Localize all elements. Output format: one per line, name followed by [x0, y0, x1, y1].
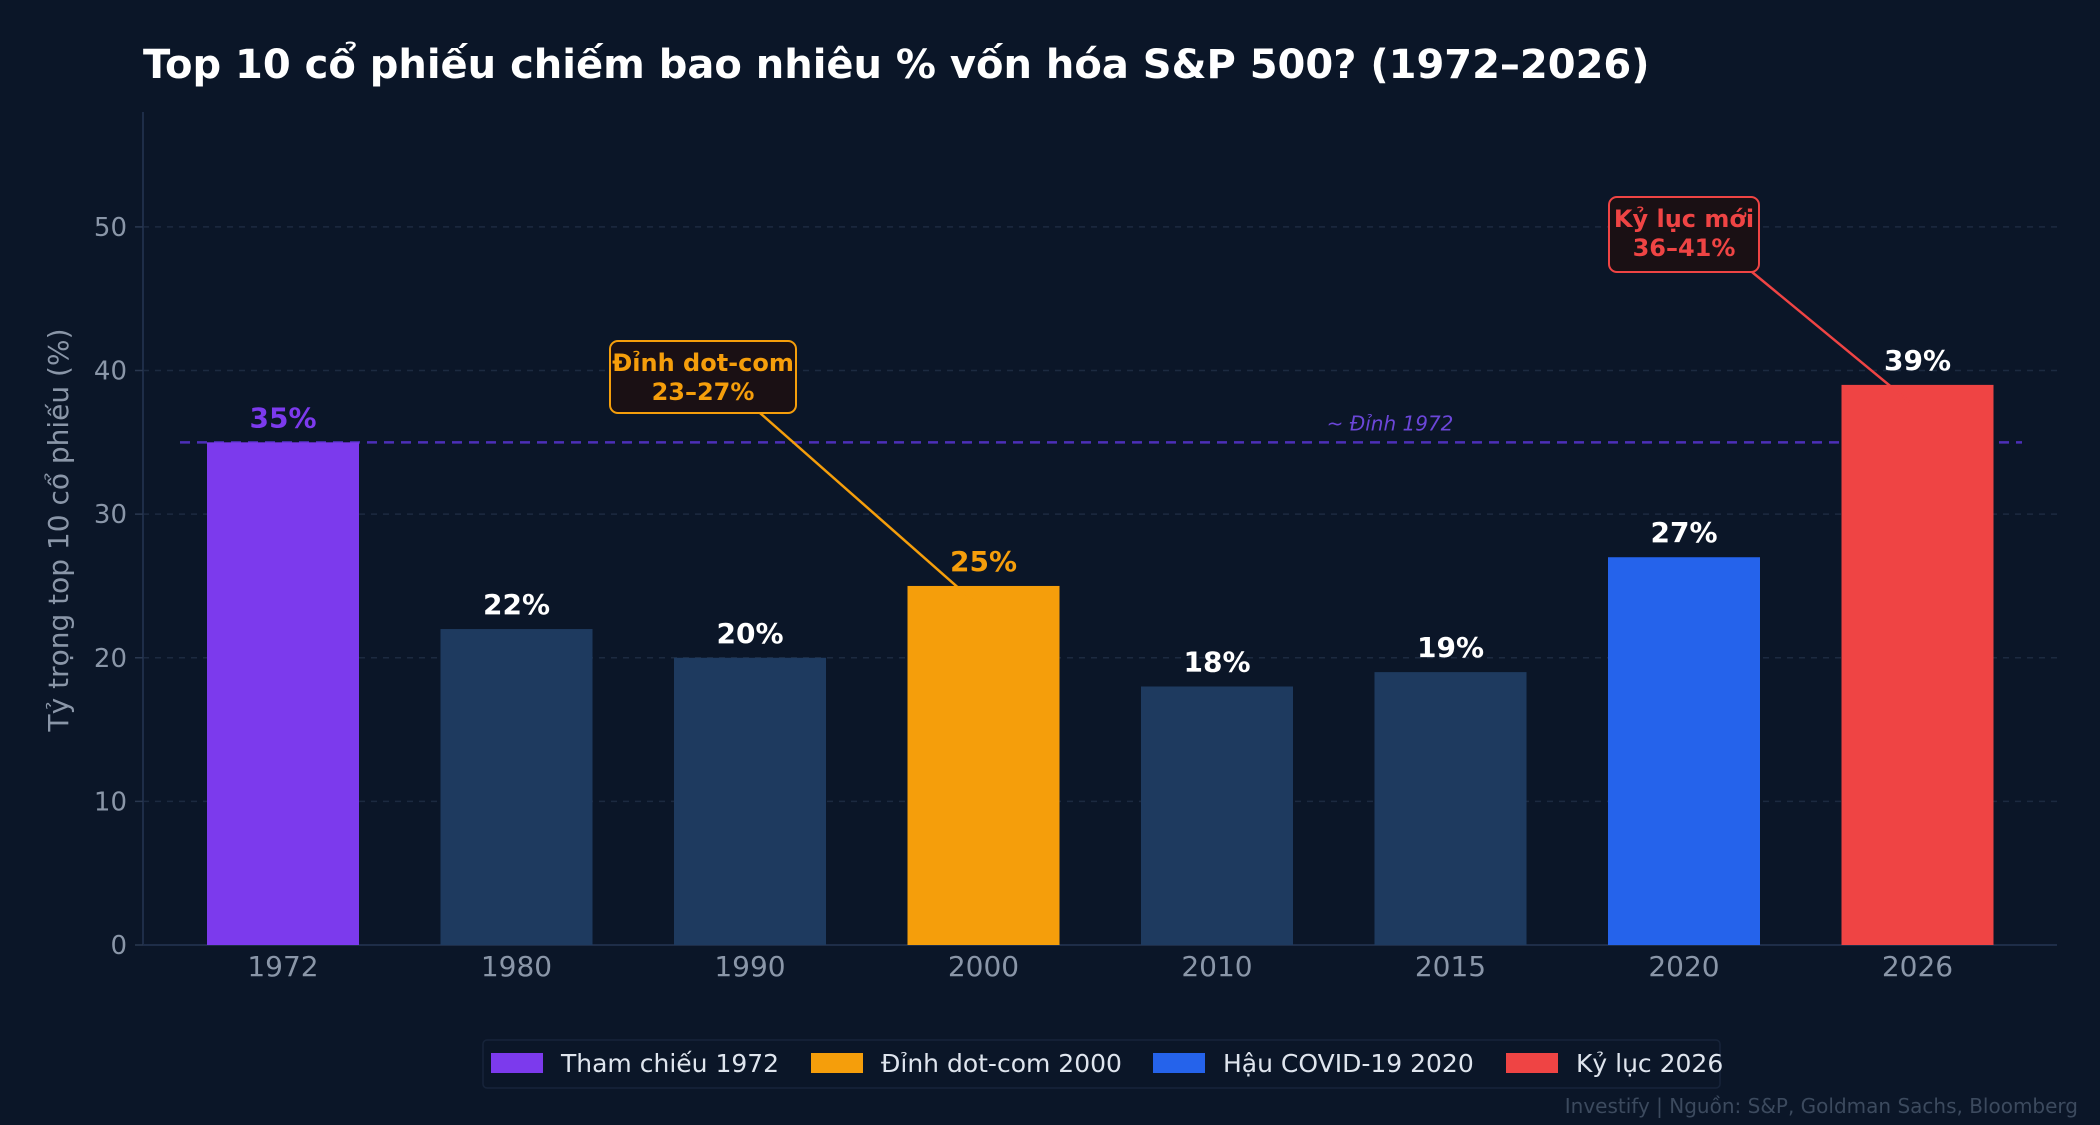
annotation-arrow [759, 412, 977, 604]
value-labels: 35% 22% 20% 25% 18% 19% 27% 39% [249, 344, 1951, 679]
annotation-box [609, 340, 797, 414]
y-tick-label: 10 [94, 787, 127, 817]
bar-2026 [1841, 384, 1994, 946]
value-label-1980: 22% [483, 588, 550, 621]
y-axis-label: Tỷ trọng top 10 cổ phiếu (%) [42, 329, 75, 733]
annotation-text: 23–27% [652, 378, 755, 406]
y-tick-label: 30 [94, 500, 127, 530]
legend-label: Kỷ lục 2026 [1576, 1049, 1723, 1078]
value-label-2026: 39% [1884, 344, 1951, 377]
y-tick-label: 40 [94, 357, 127, 387]
value-label-2010: 18% [1183, 645, 1250, 678]
x-tick-label: 1972 [247, 950, 318, 983]
legend: Tham chiếu 1972 Đỉnh dot-com 2000 Hậu COVI… [482, 1039, 1723, 1089]
bar-2015 [1374, 672, 1527, 945]
y-tick-label: 0 [110, 931, 127, 961]
x-tick-label: 2026 [1882, 950, 1953, 983]
x-tick-label: 1990 [714, 950, 785, 983]
value-label-2015: 19% [1417, 631, 1484, 664]
x-tick-label: 2020 [1648, 950, 1719, 983]
source-note: Investify | Nguồn: S&P, Goldman Sachs, B… [1565, 1094, 2078, 1118]
legend-swatch [491, 1053, 543, 1073]
gridlines [143, 226, 2057, 803]
legend-label: Tham chiếu 1972 [560, 1049, 779, 1078]
bar-2020 [1608, 557, 1760, 945]
bar-1990 [674, 657, 826, 945]
x-tick-label: 2000 [948, 950, 1019, 983]
value-label-2000: 25% [950, 545, 1017, 578]
legend-swatch [1153, 1053, 1205, 1073]
reference-line-group: ~ Đỉnh 1972 [180, 411, 2022, 444]
legend-swatch [1506, 1053, 1558, 1073]
legend-frame [482, 1039, 1721, 1089]
annotation-text: Kỷ lục mới [1614, 205, 1754, 233]
x-tick-label: 1980 [481, 950, 552, 983]
bar-2010 [1141, 686, 1293, 945]
x-tick-labels: 1972 1980 1990 2000 2010 2015 2020 2026 [247, 950, 1953, 983]
x-tick-label: 2010 [1181, 950, 1252, 983]
value-label-1990: 20% [716, 617, 783, 650]
annotation-box [1608, 196, 1760, 273]
bar-1980 [440, 629, 593, 945]
chart-title: Top 10 cổ phiếu chiếm bao nhiêu % vốn hó… [143, 40, 1650, 88]
bar-1972 [207, 442, 359, 945]
value-label-1972: 35% [249, 401, 316, 434]
bar-2000 [907, 585, 1060, 945]
bars [207, 384, 1994, 946]
annotation-text: Đỉnh dot-com [612, 349, 794, 377]
legend-swatch [811, 1053, 863, 1073]
annotation-arrow [1751, 271, 1911, 403]
y-tick-label: 20 [94, 644, 127, 674]
y-tick-label: 50 [94, 213, 127, 243]
y-tick-labels: 0 10 20 30 40 50 [94, 213, 143, 961]
axes [142, 112, 2057, 946]
reference-line-label: ~ Đỉnh 1972 [1327, 411, 1454, 435]
x-tick-label: 2015 [1415, 950, 1486, 983]
annotation-text: 36–41% [1633, 234, 1736, 262]
value-label-2020: 27% [1650, 516, 1717, 549]
legend-label: Đỉnh dot-com 2000 [881, 1049, 1122, 1078]
legend-label: Hậu COVID-19 2020 [1223, 1049, 1474, 1078]
